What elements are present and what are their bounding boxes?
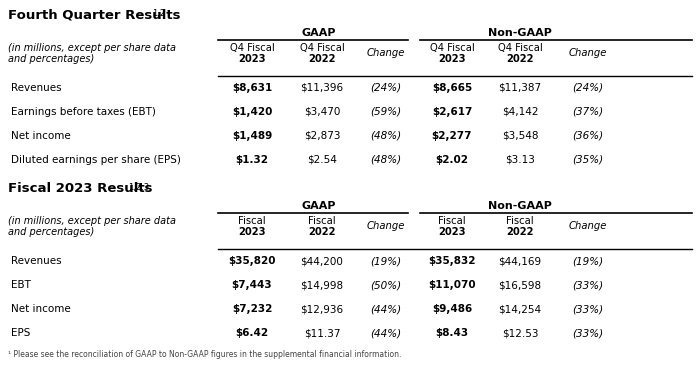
Text: Net income: Net income (11, 131, 71, 141)
Text: $2,277: $2,277 (432, 131, 472, 141)
Text: $11,070: $11,070 (428, 280, 476, 290)
Text: EPS: EPS (11, 328, 30, 338)
Text: $1,420: $1,420 (232, 107, 272, 117)
Text: $4,142: $4,142 (502, 107, 538, 117)
Text: Change: Change (569, 221, 607, 231)
Text: (44%): (44%) (370, 304, 402, 314)
Text: (59%): (59%) (370, 107, 402, 117)
Text: 2023: 2023 (238, 227, 266, 237)
Text: $3,548: $3,548 (502, 131, 538, 141)
Text: Revenues: Revenues (11, 256, 62, 266)
Text: Non-GAAP: Non-GAAP (488, 201, 552, 211)
Text: $35,820: $35,820 (228, 256, 276, 266)
Text: (44%): (44%) (370, 328, 402, 338)
Text: $11.37: $11.37 (304, 328, 340, 338)
Text: (48%): (48%) (370, 131, 402, 141)
Text: $16,598: $16,598 (498, 280, 542, 290)
Text: Q4 Fiscal: Q4 Fiscal (498, 43, 542, 53)
Text: Fourth Quarter Results: Fourth Quarter Results (8, 8, 181, 21)
Text: Change: Change (367, 48, 405, 58)
Text: $7,443: $7,443 (232, 280, 272, 290)
Text: (24%): (24%) (370, 83, 402, 93)
Text: $1,489: $1,489 (232, 131, 272, 141)
Text: $12,936: $12,936 (300, 304, 344, 314)
Text: Revenues: Revenues (11, 83, 62, 93)
Text: 2023: 2023 (238, 54, 266, 64)
Text: 2023: 2023 (438, 227, 466, 237)
Text: Q4 Fiscal: Q4 Fiscal (430, 43, 475, 53)
Text: $8,665: $8,665 (432, 83, 472, 93)
Text: Earnings before taxes (EBT): Earnings before taxes (EBT) (11, 107, 156, 117)
Text: (24%): (24%) (573, 83, 603, 93)
Text: $35,832: $35,832 (428, 256, 476, 266)
Text: 2022: 2022 (308, 54, 336, 64)
Text: $14,254: $14,254 (498, 304, 542, 314)
Text: (in millions, except per share data: (in millions, except per share data (8, 216, 176, 226)
Text: Diluted earnings per share (EPS): Diluted earnings per share (EPS) (11, 155, 181, 165)
Text: Fiscal: Fiscal (308, 216, 336, 226)
Text: GAAP: GAAP (302, 201, 336, 211)
Text: $6.42: $6.42 (235, 328, 269, 338)
Text: Change: Change (569, 48, 607, 58)
Text: $2,873: $2,873 (304, 131, 340, 141)
Text: 1,2,3: 1,2,3 (128, 183, 149, 192)
Text: $3.13: $3.13 (505, 155, 535, 165)
Text: $3,470: $3,470 (304, 107, 340, 117)
Text: $8.43: $8.43 (435, 328, 468, 338)
Text: $12.53: $12.53 (502, 328, 538, 338)
Text: GAAP: GAAP (302, 28, 336, 38)
Text: (19%): (19%) (370, 256, 402, 266)
Text: Q4 Fiscal: Q4 Fiscal (300, 43, 344, 53)
Text: $11,396: $11,396 (300, 83, 344, 93)
Text: Fiscal: Fiscal (506, 216, 534, 226)
Text: Fiscal: Fiscal (438, 216, 466, 226)
Text: $9,486: $9,486 (432, 304, 472, 314)
Text: $44,200: $44,200 (300, 256, 344, 266)
Text: 2022: 2022 (308, 227, 336, 237)
Text: $11,387: $11,387 (498, 83, 542, 93)
Text: (36%): (36%) (573, 131, 603, 141)
Text: $1.32: $1.32 (235, 155, 269, 165)
Text: Non-GAAP: Non-GAAP (488, 28, 552, 38)
Text: (50%): (50%) (370, 280, 402, 290)
Text: $7,232: $7,232 (232, 304, 272, 314)
Text: 2022: 2022 (506, 54, 533, 64)
Text: $2.02: $2.02 (435, 155, 468, 165)
Text: (35%): (35%) (573, 155, 603, 165)
Text: and percentages): and percentages) (8, 54, 95, 64)
Text: ¹ Please see the reconciliation of GAAP to Non-GAAP figures in the supplemental : ¹ Please see the reconciliation of GAAP … (8, 350, 401, 359)
Text: Fiscal 2023 Results: Fiscal 2023 Results (8, 182, 153, 195)
Text: (48%): (48%) (370, 155, 402, 165)
Text: 2023: 2023 (438, 54, 466, 64)
Text: (37%): (37%) (573, 107, 603, 117)
Text: Fiscal: Fiscal (238, 216, 266, 226)
Text: (in millions, except per share data: (in millions, except per share data (8, 43, 176, 53)
Text: $2.54: $2.54 (307, 155, 337, 165)
Text: $14,998: $14,998 (300, 280, 344, 290)
Text: (33%): (33%) (573, 304, 603, 314)
Text: $8,631: $8,631 (232, 83, 272, 93)
Text: Change: Change (367, 221, 405, 231)
Text: Net income: Net income (11, 304, 71, 314)
Text: (19%): (19%) (573, 256, 603, 266)
Text: $2,617: $2,617 (432, 107, 472, 117)
Text: (33%): (33%) (573, 328, 603, 338)
Text: (33%): (33%) (573, 280, 603, 290)
Text: 2022: 2022 (506, 227, 533, 237)
Text: Q4 Fiscal: Q4 Fiscal (230, 43, 274, 53)
Text: 1,2: 1,2 (152, 9, 165, 18)
Text: $44,169: $44,169 (498, 256, 542, 266)
Text: EBT: EBT (11, 280, 31, 290)
Text: and percentages): and percentages) (8, 227, 95, 237)
